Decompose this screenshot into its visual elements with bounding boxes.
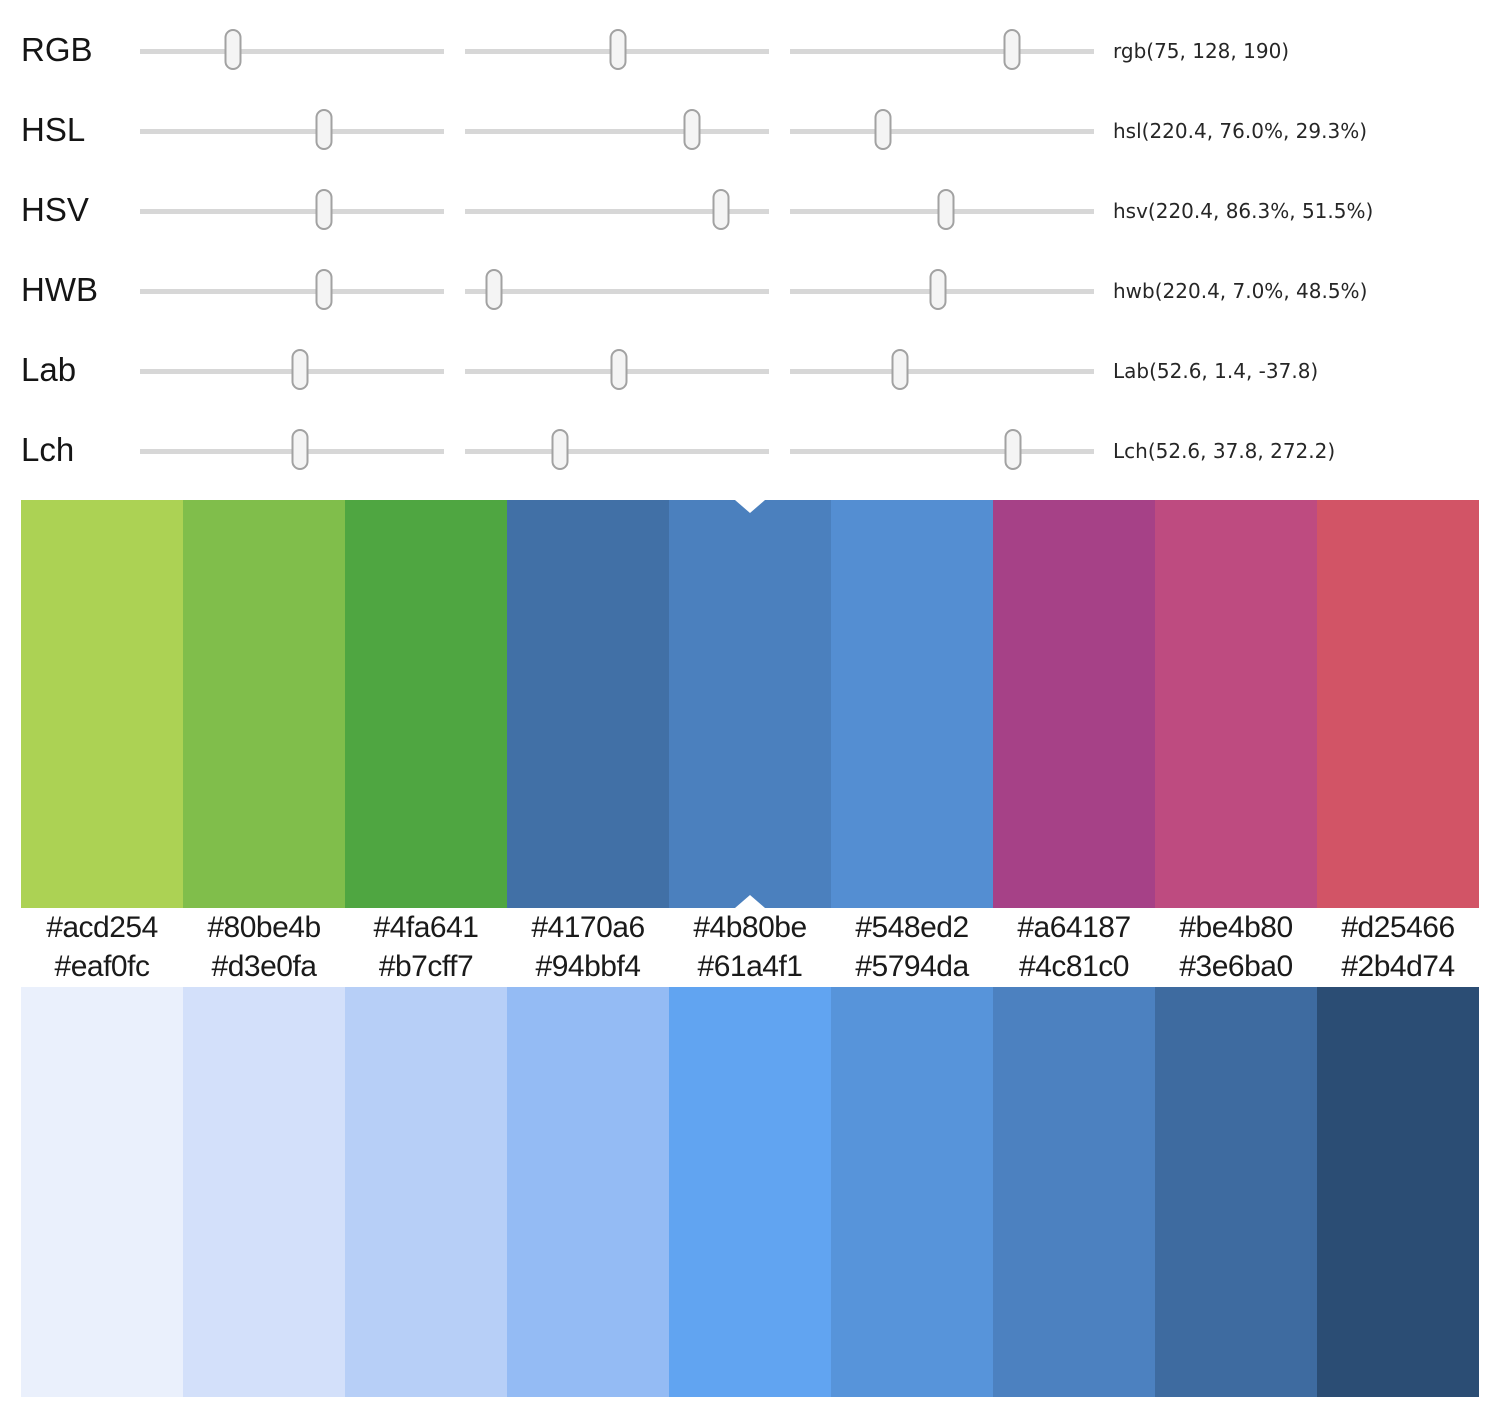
hex-label: #eaf0fc bbox=[54, 950, 150, 983]
hsv-hue-slider-thumb[interactable] bbox=[315, 188, 333, 230]
shade-swatch-5[interactable] bbox=[831, 987, 993, 1397]
hsl-value-readout: hsl(220.4, 76.0%, 29.3%) bbox=[1113, 119, 1368, 143]
lab-a-slider-track[interactable] bbox=[465, 348, 769, 390]
colorspace-label-hsv: HSV bbox=[21, 191, 89, 228]
shade-swatch-1[interactable] bbox=[183, 987, 345, 1397]
hwb-blackness-slider-thumb[interactable] bbox=[929, 268, 947, 310]
hsl-hue-slider-track[interactable] bbox=[140, 108, 444, 150]
hex-label: #80be4b bbox=[207, 911, 321, 944]
hsl-hue-slider-thumb[interactable] bbox=[315, 108, 333, 150]
rgb-green-slider-track[interactable] bbox=[465, 28, 769, 70]
hue-swatch-4-selected[interactable] bbox=[669, 500, 831, 908]
lab-b-slider-thumb[interactable] bbox=[891, 348, 909, 390]
selected-swatch-marker-bottom bbox=[735, 895, 765, 908]
hsv-hue-slider-track[interactable] bbox=[140, 188, 444, 230]
hex-label: #acd254 bbox=[46, 911, 158, 944]
hue-swatch-7[interactable] bbox=[1155, 500, 1317, 908]
hex-label: #d3e0fa bbox=[211, 950, 317, 983]
hsv-value-slider-thumb[interactable] bbox=[937, 188, 955, 230]
colorspace-label-hwb: HWB bbox=[21, 271, 98, 308]
hex-label: #4fa641 bbox=[373, 911, 479, 944]
hsl-lightness-slider-track[interactable] bbox=[790, 108, 1094, 150]
hex-label: #be4b80 bbox=[1179, 911, 1293, 944]
shade-palette-hex-labels: #eaf0fc #d3e0fa #b7cff7 #94bbf4 #61a4f1 … bbox=[21, 948, 1479, 987]
hue-swatch-5[interactable] bbox=[831, 500, 993, 908]
shade-swatch-7[interactable] bbox=[1155, 987, 1317, 1397]
lch-chroma-slider-track[interactable] bbox=[465, 428, 769, 470]
hwb-blackness-slider-track[interactable] bbox=[790, 268, 1094, 310]
hwb-whiteness-slider-track[interactable] bbox=[465, 268, 769, 310]
shade-swatch-0[interactable] bbox=[21, 987, 183, 1397]
hex-label: #b7cff7 bbox=[378, 950, 474, 983]
hsl-lightness-slider-thumb[interactable] bbox=[874, 108, 892, 150]
hsv-value-slider-track[interactable] bbox=[790, 188, 1094, 230]
shade-swatch-2[interactable] bbox=[345, 987, 507, 1397]
hue-palette-hex-labels: #acd254 #80be4b #4fa641 #4170a6 #4b80be … bbox=[21, 908, 1479, 948]
lch-value-readout: Lch(52.6, 37.8, 272.2) bbox=[1113, 439, 1336, 463]
colorspace-label-rgb: RGB bbox=[21, 31, 93, 68]
hue-swatch-2[interactable] bbox=[345, 500, 507, 908]
hwb-value-readout: hwb(220.4, 7.0%, 48.5%) bbox=[1113, 279, 1368, 303]
shade-swatch-4[interactable] bbox=[669, 987, 831, 1397]
rgb-blue-slider-track[interactable] bbox=[790, 28, 1094, 70]
hsl-saturation-slider-thumb[interactable] bbox=[683, 108, 701, 150]
hsl-saturation-slider-track[interactable] bbox=[465, 108, 769, 150]
rgb-value-readout: rgb(75, 128, 190) bbox=[1113, 39, 1290, 63]
colorspace-label-lch: Lch bbox=[21, 431, 75, 468]
colorspace-label-hsl: HSL bbox=[21, 111, 86, 148]
colorspace-label-lab: Lab bbox=[21, 351, 77, 388]
shade-swatch-3[interactable] bbox=[507, 987, 669, 1397]
hex-label: #3e6ba0 bbox=[1179, 950, 1293, 983]
rgb-blue-slider-thumb[interactable] bbox=[1003, 28, 1021, 70]
hue-swatch-6[interactable] bbox=[993, 500, 1155, 908]
shade-swatch-6[interactable] bbox=[993, 987, 1155, 1397]
hwb-hue-slider-track[interactable] bbox=[140, 268, 444, 310]
hex-label: #a64187 bbox=[1017, 911, 1131, 944]
hex-label: #94bbf4 bbox=[535, 950, 641, 983]
shade-palette bbox=[21, 987, 1479, 1397]
lch-l-slider-thumb[interactable] bbox=[291, 428, 308, 470]
hex-label: #4170a6 bbox=[531, 911, 645, 944]
hwb-whiteness-slider-thumb[interactable] bbox=[485, 268, 503, 310]
hex-label: #2b4d74 bbox=[1341, 950, 1455, 983]
rgb-red-slider-thumb[interactable] bbox=[224, 28, 242, 70]
rgb-red-slider-track[interactable] bbox=[140, 28, 444, 70]
hwb-hue-slider-thumb[interactable] bbox=[315, 268, 333, 310]
hue-swatch-8[interactable] bbox=[1317, 500, 1479, 908]
hex-label: #4b80be bbox=[693, 911, 807, 944]
hex-label: #5794da bbox=[855, 950, 969, 983]
lab-value-readout: Lab(52.6, 1.4, -37.8) bbox=[1113, 359, 1319, 383]
hex-label: #61a4f1 bbox=[697, 950, 803, 983]
hex-label: #4c81c0 bbox=[1019, 950, 1129, 983]
hex-label: #d25466 bbox=[1341, 911, 1455, 944]
lab-b-slider-track[interactable] bbox=[790, 348, 1094, 390]
lch-hue-slider-track[interactable] bbox=[790, 428, 1094, 470]
hsv-saturation-slider-track[interactable] bbox=[465, 188, 769, 230]
hsv-value-readout: hsv(220.4, 86.3%, 51.5%) bbox=[1113, 199, 1374, 223]
hsv-saturation-slider-thumb[interactable] bbox=[712, 188, 730, 230]
hue-swatch-0[interactable] bbox=[21, 500, 183, 908]
shade-swatch-8[interactable] bbox=[1317, 987, 1479, 1397]
lab-l-slider-track[interactable] bbox=[140, 348, 444, 390]
selected-swatch-marker-top bbox=[735, 500, 765, 513]
lch-l-slider-track[interactable] bbox=[140, 428, 444, 470]
hex-label: #548ed2 bbox=[855, 911, 969, 944]
lab-a-slider-thumb[interactable] bbox=[610, 348, 628, 390]
hue-swatch-3[interactable] bbox=[507, 500, 669, 908]
lch-chroma-slider-thumb[interactable] bbox=[551, 428, 569, 470]
lab-l-slider-thumb[interactable] bbox=[291, 348, 308, 390]
hue-swatch-1[interactable] bbox=[183, 500, 345, 908]
rgb-green-slider-thumb[interactable] bbox=[609, 28, 627, 70]
hue-palette bbox=[21, 500, 1479, 908]
lch-hue-slider-thumb[interactable] bbox=[1004, 428, 1022, 470]
